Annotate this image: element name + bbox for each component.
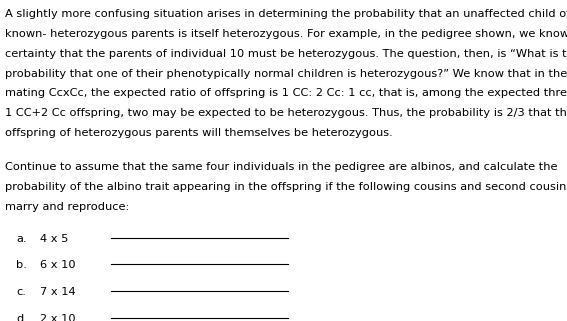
Text: 2 x 10: 2 x 10 <box>40 314 75 321</box>
Text: known- heterozygous parents is itself heterozygous. For example, in the pedigree: known- heterozygous parents is itself he… <box>5 29 567 39</box>
Text: 6 x 10: 6 x 10 <box>40 260 75 270</box>
Text: probability that one of their phenotypically normal children is heterozygous?” W: probability that one of their phenotypic… <box>5 68 567 79</box>
Text: offspring of heterozygous parents will themselves be heterozygous.: offspring of heterozygous parents will t… <box>5 128 392 138</box>
Text: c.: c. <box>16 287 26 297</box>
Text: 7 x 14: 7 x 14 <box>40 287 75 297</box>
Text: a.: a. <box>16 234 27 244</box>
Text: Continue to assume that the same four individuals in the pedigree are albinos, a: Continue to assume that the same four in… <box>5 162 557 172</box>
Text: marry and reproduce:: marry and reproduce: <box>5 202 129 212</box>
Text: 4 x 5: 4 x 5 <box>40 234 68 244</box>
Text: b.: b. <box>16 260 27 270</box>
Text: 1 CC+2 Cc offspring, two may be expected to be heterozygous. Thus, the probabili: 1 CC+2 Cc offspring, two may be expected… <box>5 108 567 118</box>
Text: mating CcxCc, the expected ratio of offspring is 1 CC: 2 Cc: 1 cc, that is, amon: mating CcxCc, the expected ratio of offs… <box>5 88 567 99</box>
Text: probability of the albino trait appearing in the offspring if the following cous: probability of the albino trait appearin… <box>5 182 567 192</box>
Text: A slightly more confusing situation arises in determining the probability that a: A slightly more confusing situation aris… <box>5 9 567 19</box>
Text: d.: d. <box>16 314 27 321</box>
Text: certainty that the parents of individual 10 must be heterozygous. The question, : certainty that the parents of individual… <box>5 49 567 59</box>
